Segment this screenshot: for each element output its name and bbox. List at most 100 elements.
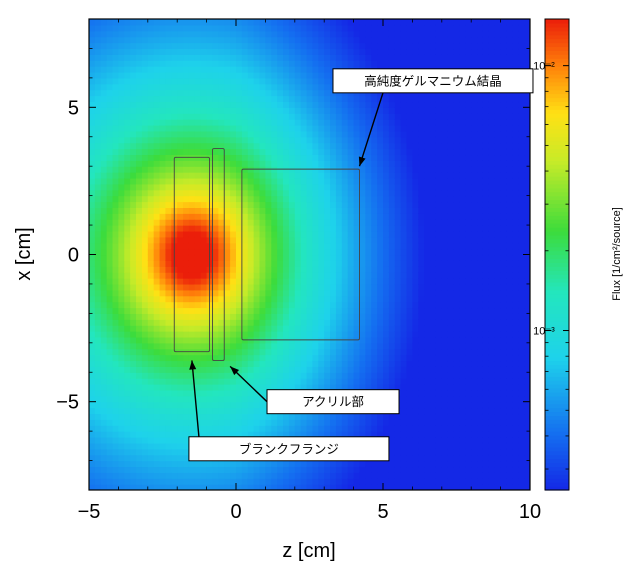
- heatmap-cell: [112, 236, 119, 244]
- heatmap-cell: [147, 478, 155, 485]
- heatmap-cell: [194, 272, 202, 279]
- heatmap-cell: [371, 242, 378, 250]
- heatmap-cell: [218, 289, 225, 297]
- heatmap-cell: [424, 213, 431, 220]
- heatmap-cell: [300, 348, 308, 356]
- heatmap-cell: [447, 431, 455, 438]
- heatmap-cell: [406, 219, 413, 226]
- heatmap-cell: [224, 177, 231, 185]
- heatmap-cell: [371, 484, 378, 490]
- heatmap-cell: [106, 242, 114, 250]
- heatmap-cell: [406, 401, 413, 409]
- heatmap-cell: [212, 295, 219, 303]
- heatmap-cell: [359, 478, 366, 485]
- heatmap-cell: [388, 30, 396, 38]
- heatmap-cell: [312, 142, 319, 150]
- heatmap-cell: [165, 166, 172, 173]
- heatmap-cell: [406, 313, 413, 320]
- heatmap-cell: [412, 460, 419, 468]
- heatmap-cell: [265, 36, 272, 44]
- heatmap-cell: [218, 160, 225, 167]
- heatmap-cell: [288, 66, 296, 73]
- heatmap-cell: [312, 460, 319, 468]
- heatmap-cell: [265, 425, 272, 432]
- heatmap-cell: [188, 266, 196, 273]
- heatmap-cell: [218, 89, 225, 97]
- heatmap-cell: [312, 101, 319, 108]
- heatmap-cell: [277, 354, 284, 362]
- heatmap-cell: [188, 401, 196, 409]
- heatmap-cell: [377, 295, 384, 303]
- heatmap-cell: [253, 248, 261, 256]
- heatmap-cell: [89, 71, 96, 79]
- heatmap-cell: [447, 295, 455, 303]
- heatmap-cell: [412, 366, 419, 373]
- heatmap-cell: [335, 248, 343, 256]
- heatmap-cell: [153, 77, 161, 85]
- heatmap-cell: [194, 266, 202, 273]
- heatmap-cell: [318, 189, 325, 197]
- heatmap-cell: [218, 219, 225, 226]
- heatmap-cell: [194, 124, 202, 132]
- heatmap-cell: [194, 201, 202, 208]
- heatmap-cell: [359, 24, 366, 32]
- heatmap-cell: [353, 172, 361, 179]
- heatmap-cell: [130, 395, 137, 403]
- heatmap-cell: [412, 484, 419, 490]
- heatmap-cell: [359, 130, 366, 138]
- heatmap-cell: [265, 325, 272, 332]
- heatmap-cell: [171, 107, 178, 114]
- heatmap-cell: [224, 213, 231, 220]
- heatmap-cell: [124, 248, 131, 256]
- heatmap-cell: [147, 130, 155, 138]
- heatmap-cell: [324, 289, 331, 297]
- heatmap-cell: [394, 95, 402, 103]
- heatmap-cell: [318, 124, 325, 132]
- heatmap-cell: [224, 130, 231, 138]
- heatmap-cell: [136, 154, 143, 161]
- heatmap-cell: [118, 66, 125, 73]
- heatmap-cell: [447, 19, 455, 26]
- heatmap-cell: [124, 219, 131, 226]
- heatmap-cell: [283, 101, 290, 108]
- heatmap-cell: [353, 142, 361, 150]
- heatmap-cell: [253, 401, 261, 409]
- heatmap-cell: [294, 230, 302, 238]
- heatmap-cell: [371, 207, 378, 214]
- heatmap-cell: [359, 372, 366, 379]
- heatmap-cell: [159, 460, 167, 468]
- heatmap-cell: [283, 460, 290, 468]
- heatmap-cell: [388, 248, 396, 256]
- heatmap-cell: [165, 360, 172, 367]
- heatmap-cell: [124, 325, 131, 332]
- heatmap-cell: [453, 278, 461, 285]
- heatmap-cell: [400, 378, 408, 385]
- heatmap-cell: [241, 484, 249, 490]
- heatmap-cell: [271, 124, 278, 132]
- heatmap-cell: [188, 336, 196, 344]
- heatmap-cell: [106, 366, 114, 373]
- heatmap-cell: [112, 242, 119, 250]
- heatmap-cell: [347, 119, 355, 126]
- heatmap-cell: [412, 195, 419, 203]
- heatmap-cell: [183, 248, 190, 256]
- heatmap-cell: [130, 360, 137, 367]
- heatmap-cell: [277, 319, 284, 326]
- heatmap-cell: [330, 160, 337, 167]
- heatmap-cell: [100, 266, 108, 273]
- heatmap-cell: [394, 230, 402, 238]
- heatmap-cell: [200, 48, 208, 55]
- heatmap-cell: [341, 372, 349, 379]
- heatmap-cell: [294, 325, 302, 332]
- heatmap-cell: [253, 230, 261, 238]
- heatmap-cell: [394, 342, 402, 350]
- heatmap-cell: [136, 319, 143, 326]
- heatmap-cell: [335, 466, 343, 473]
- heatmap-cell: [159, 260, 167, 267]
- heatmap-cell: [165, 454, 172, 462]
- heatmap-cell: [147, 366, 155, 373]
- heatmap-cell: [194, 354, 202, 362]
- heatmap-cell: [241, 248, 249, 256]
- heatmap-cell: [265, 413, 272, 420]
- heatmap-cell: [241, 95, 249, 103]
